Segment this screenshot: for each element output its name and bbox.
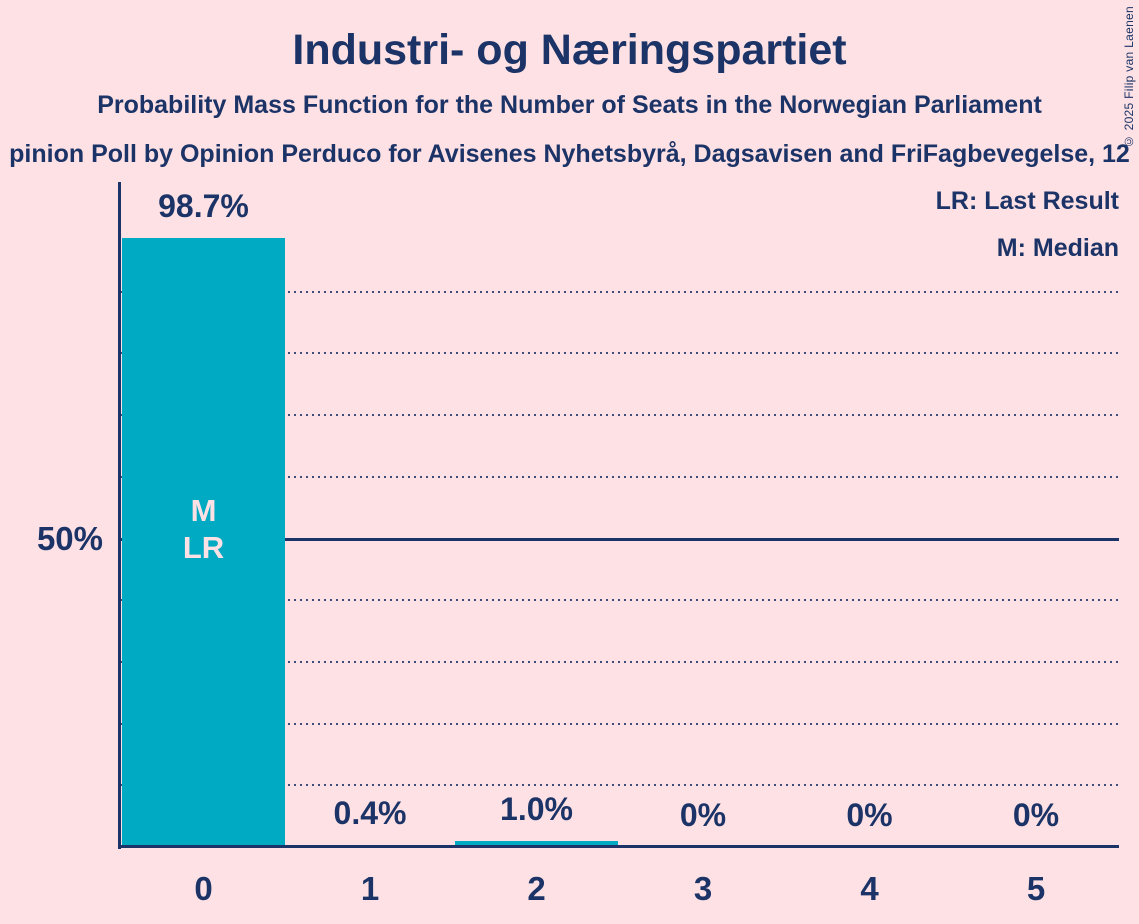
y-axis-50pct-label: 50% [36, 520, 103, 557]
legend-item-last-result: LR: Last Result [935, 187, 1119, 215]
gridline-30pct [120, 660, 1119, 663]
bar-value-label-1: 0.4% [333, 794, 407, 831]
x-axis-line [118, 845, 1119, 848]
gridline-60pct [120, 475, 1119, 478]
x-tick-label-4: 4 [860, 870, 879, 907]
bar-value-label-0: 98.7% [158, 188, 249, 225]
poll-source-line: pinion Poll by Opinion Perduco for Avise… [9, 140, 1130, 168]
chart-subtitle: Probability Mass Function for the Number… [97, 91, 1042, 119]
gridline-50pct-solid [120, 537, 1119, 541]
chart-title: Industri- og Næringspartiet [292, 26, 847, 74]
gridline-10pct [120, 784, 1119, 787]
x-tick-label-1: 1 [360, 870, 380, 907]
x-tick-label-2: 2 [527, 870, 546, 907]
copyright-notice: © 2025 Filip van Laenen [1122, 6, 1136, 149]
bar-value-label-3: 0% [679, 797, 727, 833]
bar-value-label-5: 0% [1012, 797, 1060, 833]
x-tick-label-3: 3 [693, 870, 713, 907]
legend: LR: Last Result M: Median [936, 186, 1119, 263]
gridline-20pct [120, 722, 1119, 725]
gridline-90pct [120, 290, 1119, 293]
gridline-80pct [120, 352, 1119, 355]
bar-value-label-4: 0% [846, 797, 893, 833]
gridline-70pct [120, 414, 1119, 417]
median-last-result-annotation: M LR [182, 493, 225, 565]
gridline-40pct [120, 599, 1119, 602]
legend-item-median: M: Median [996, 234, 1119, 262]
bar-seats-0 [121, 238, 285, 847]
x-tick-label-5: 5 [1026, 870, 1046, 907]
y-axis-line [118, 182, 121, 849]
bar-seats-2 [454, 840, 618, 847]
bar-value-label-2: 1.0% [500, 790, 573, 827]
x-tick-label-0: 0 [194, 870, 213, 907]
